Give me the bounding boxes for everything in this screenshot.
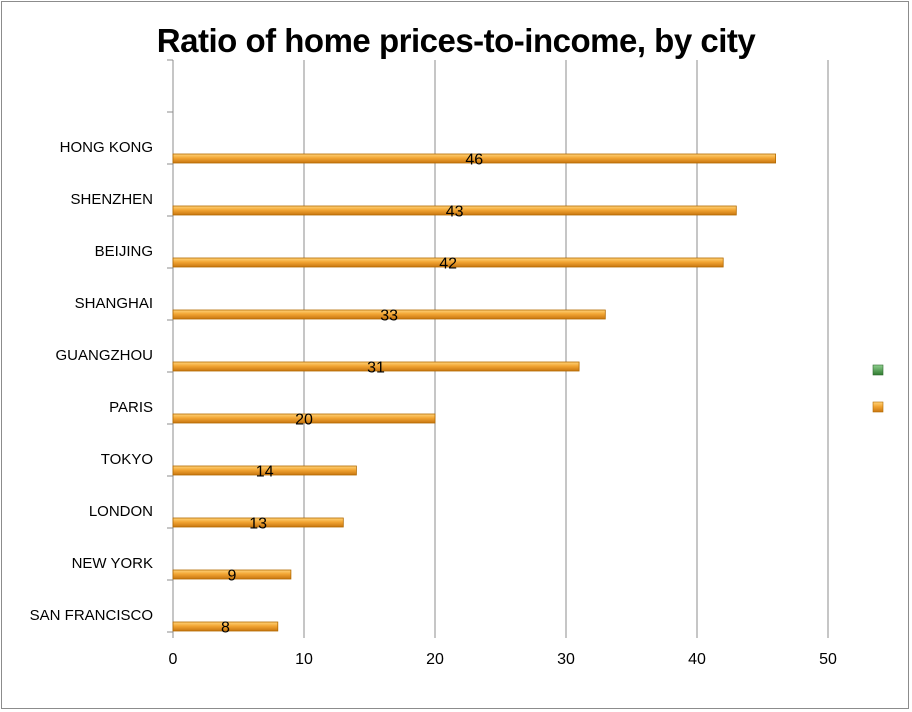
bars-layer — [172, 153, 776, 632]
x-tick-label: 10 — [295, 651, 313, 668]
data-label: 46 — [465, 152, 483, 169]
legend-marker-orange — [872, 401, 884, 413]
bar — [172, 517, 344, 528]
category-label: NEW YORK — [72, 555, 153, 572]
x-tick-label: 40 — [688, 651, 706, 668]
category-label: LONDON — [89, 503, 153, 520]
data-label: 43 — [446, 204, 464, 221]
category-label: BEIJING — [95, 243, 153, 260]
data-label: 20 — [295, 412, 313, 429]
category-label: TOKYO — [101, 451, 153, 468]
category-label: SHENZHEN — [70, 191, 153, 208]
chart-title: Ratio of home prices-to-income, by city — [156, 22, 756, 59]
grid-layer — [167, 59, 829, 638]
data-label: 8 — [221, 620, 230, 637]
x-tick-label: 50 — [819, 651, 837, 668]
category-label: SAN FRANCISCO — [30, 607, 153, 624]
data-label: 9 — [227, 568, 236, 585]
bar — [172, 153, 776, 164]
category-label: GUANGZHOU — [56, 347, 154, 364]
category-label: PARIS — [109, 399, 153, 416]
data-label: 33 — [380, 308, 398, 325]
legend — [872, 364, 884, 413]
bar — [172, 465, 357, 476]
data-label: 13 — [249, 516, 267, 533]
bar — [172, 257, 724, 268]
x-tick-label: 20 — [426, 651, 444, 668]
labels-layer: 0 10 20 30 40 50 HONG KONG 46 SHENZHEN 43 BEIJING 4… — [30, 139, 837, 668]
category-label: SHANGHAI — [75, 295, 153, 312]
data-label: 31 — [367, 360, 385, 377]
bar — [172, 569, 292, 580]
data-label: 42 — [439, 256, 457, 273]
bar — [172, 309, 606, 320]
x-tick-label: 0 — [169, 651, 178, 668]
data-label: 14 — [256, 464, 274, 481]
bar — [172, 205, 737, 216]
legend-marker-green — [872, 364, 884, 376]
bar — [172, 361, 580, 372]
bar — [172, 621, 279, 632]
category-label: HONG KONG — [60, 139, 153, 156]
x-tick-label: 30 — [557, 651, 575, 668]
bar — [172, 413, 436, 424]
